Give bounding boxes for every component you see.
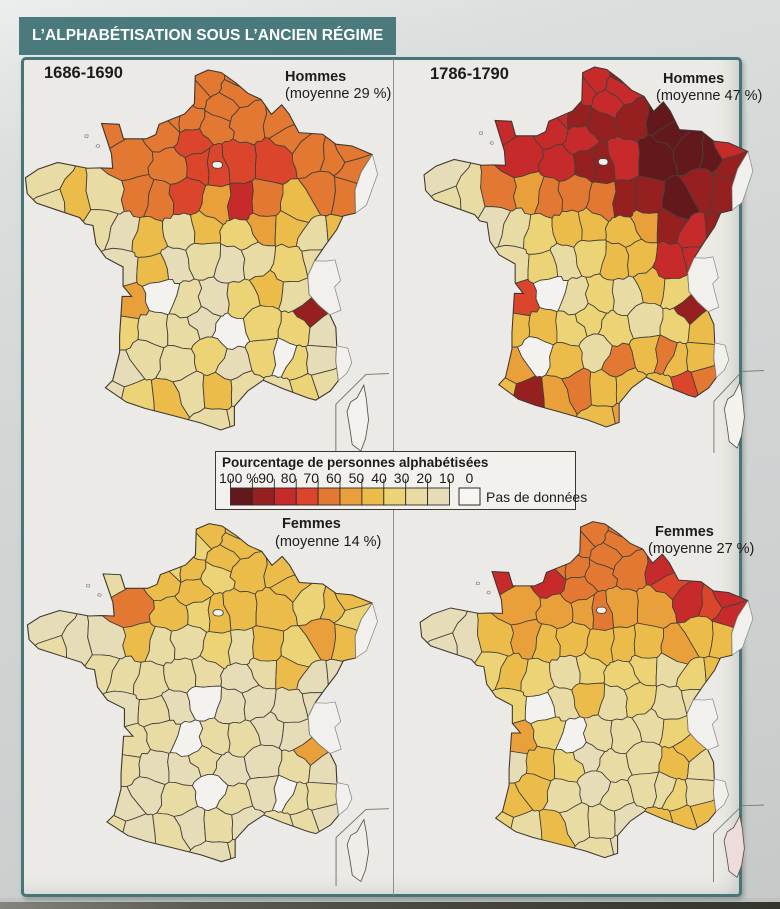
svg-text:60: 60 <box>326 470 342 486</box>
svg-text:50: 50 <box>349 470 365 486</box>
svg-text:40: 40 <box>371 470 387 486</box>
svg-text:30: 30 <box>394 470 410 486</box>
svg-text:70: 70 <box>303 470 319 486</box>
svg-text:10: 10 <box>439 470 455 486</box>
svg-text:0: 0 <box>466 470 474 486</box>
svg-text:100 %: 100 % <box>219 470 259 486</box>
svg-text:20: 20 <box>416 470 432 486</box>
svg-text:90: 90 <box>258 470 274 486</box>
svg-text:80: 80 <box>281 470 297 486</box>
